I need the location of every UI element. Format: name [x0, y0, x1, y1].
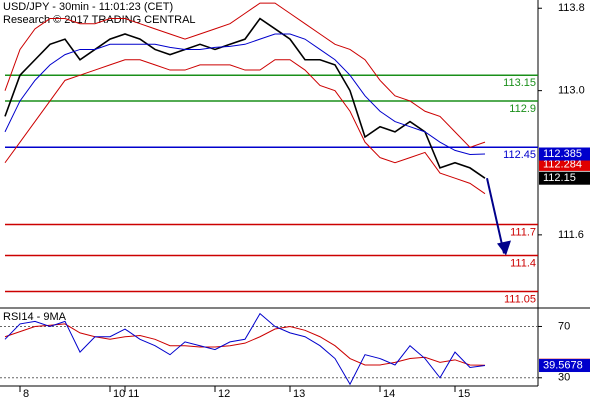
- level-label: 112.45: [503, 149, 536, 161]
- panel-title: RSI14 - 9MA: [3, 311, 67, 323]
- level-label: 111.05: [504, 293, 536, 305]
- series-line: [4, 2, 486, 148]
- x-tick-label: 12: [218, 388, 230, 400]
- series-line: [4, 59, 486, 195]
- y-tick-label: 111.6: [558, 229, 584, 241]
- value-box: [539, 171, 590, 185]
- x-tick-label: 11: [128, 388, 139, 400]
- chart-subtitle: Research © 2017 TRADING CENTRAL: [3, 14, 196, 26]
- value-box: [539, 157, 590, 171]
- series-line: [4, 33, 486, 156]
- level-label: 112.9: [509, 103, 536, 115]
- value-box-label: 112.15: [543, 172, 576, 184]
- x-tick-label: 15: [458, 388, 470, 400]
- x-tick-label: 10: [113, 388, 125, 400]
- y-tick-label: 30: [558, 372, 570, 384]
- chart-title: USD/JPY - 30min - 11:01:23 (CET): [3, 1, 173, 13]
- y-tick-label: 113.0: [558, 85, 585, 97]
- value-box-label: 112.385: [543, 148, 582, 160]
- y-tick-label: 70: [558, 320, 570, 332]
- series-line: [4, 323, 486, 366]
- x-tick-label: 13: [293, 388, 305, 400]
- value-box: [539, 359, 590, 373]
- level-label: 111.7: [510, 226, 536, 238]
- value-box: [539, 147, 590, 161]
- x-tick-label: 14: [383, 388, 395, 400]
- value-box-label: 39.5678: [543, 359, 583, 371]
- forecast-arrow: [486, 177, 505, 254]
- level-label: 111.4: [510, 257, 536, 269]
- level-label: 113.15: [503, 77, 536, 89]
- y-tick-label: 113.8: [558, 2, 585, 14]
- series-line: [4, 312, 486, 386]
- x-tick-label: 8: [23, 388, 29, 400]
- forecast-arrowhead: [497, 240, 511, 256]
- value-box-label: 112.284: [543, 158, 582, 170]
